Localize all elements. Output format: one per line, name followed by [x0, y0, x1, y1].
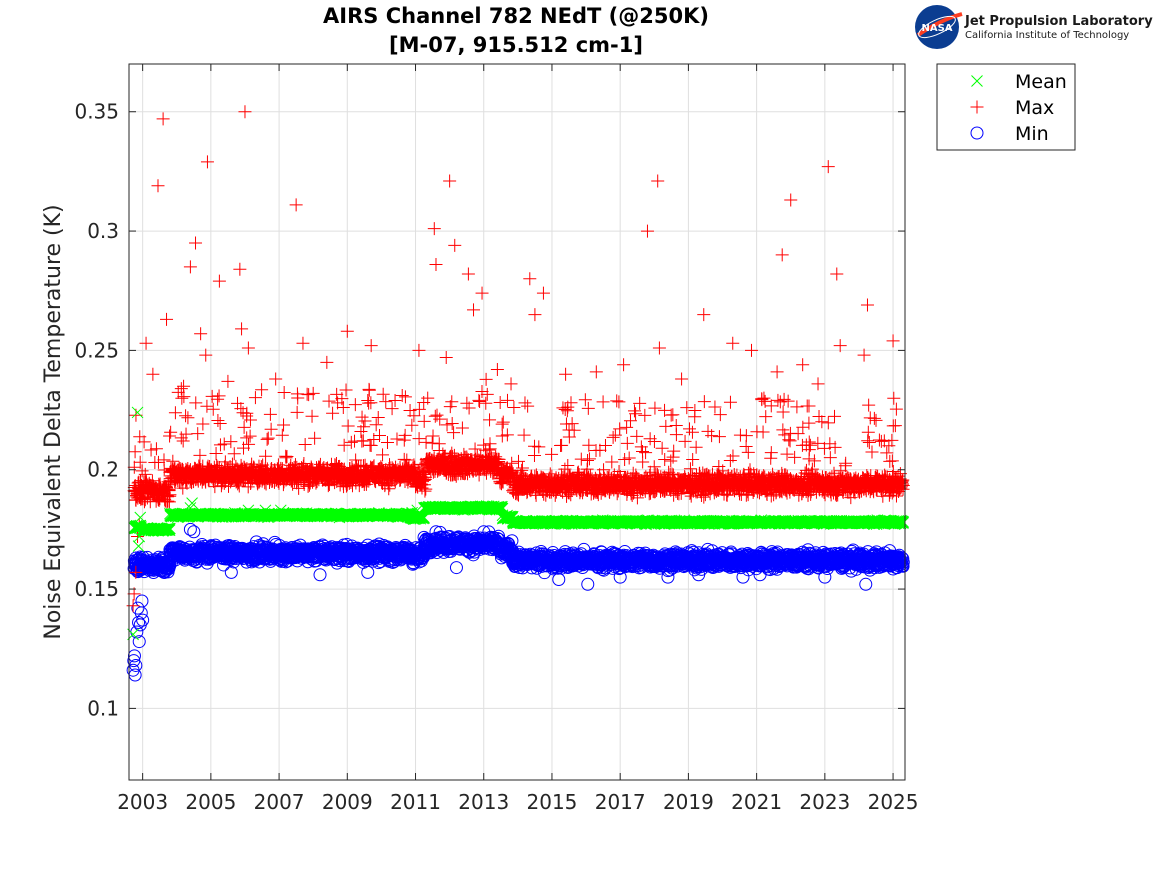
chart-title: AIRS Channel 782 NEdT (@250K) — [323, 4, 709, 28]
jpl-logo: NASA Jet Propulsion Laboratory Californi… — [915, 5, 1153, 49]
plot-area — [129, 64, 905, 780]
nasa-meatball-text: NASA — [921, 23, 952, 34]
nasa-swoosh-icon — [916, 12, 963, 37]
data-layer — [126, 105, 910, 682]
nasa-meatball-icon — [915, 5, 959, 49]
nasa-orbit-icon — [918, 15, 956, 39]
grid — [129, 64, 905, 780]
data-point — [505, 534, 519, 548]
chart-subtitle: [M-07, 915.512 cm-1] — [389, 33, 643, 57]
jpl-name: Jet Propulsion Laboratory — [964, 14, 1153, 29]
series-min — [126, 522, 910, 682]
jpl-subname: California Institute of Technology — [965, 30, 1129, 41]
